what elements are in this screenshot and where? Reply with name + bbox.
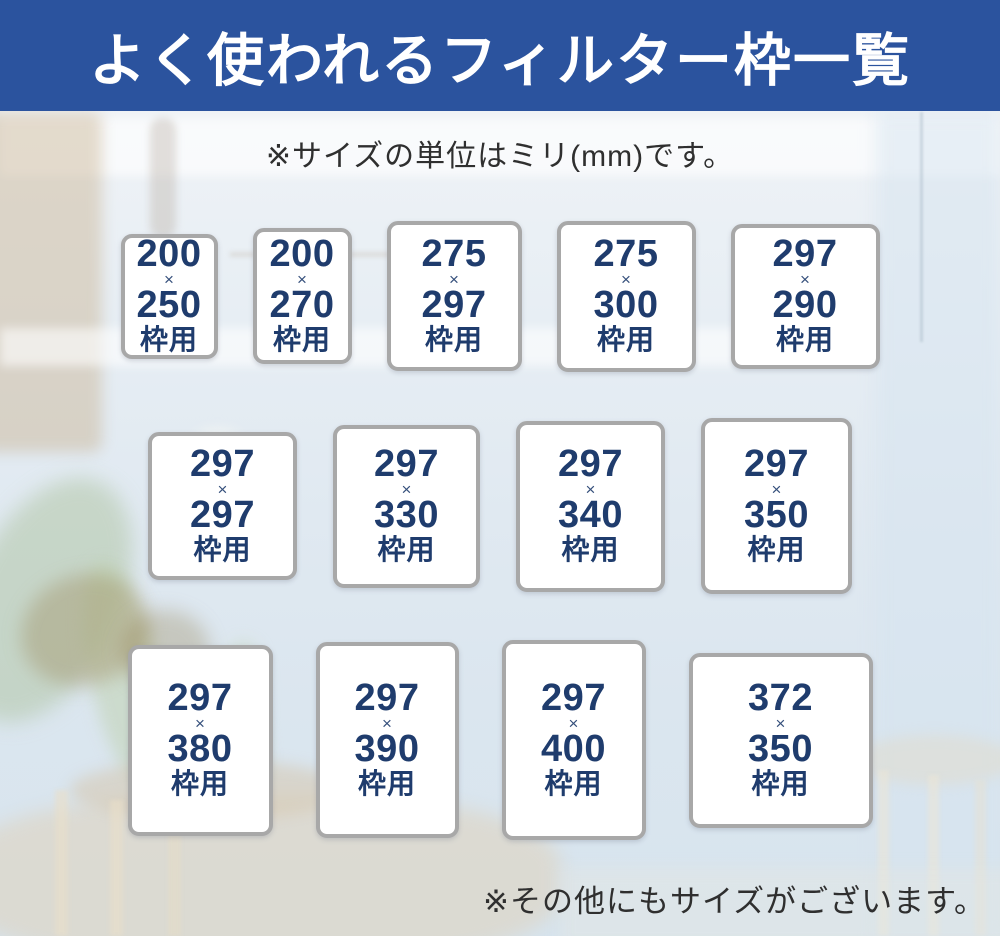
times-sign: ×	[382, 714, 392, 734]
filter-size-card-297x350: 297 × 350 枠用	[701, 418, 852, 594]
times-sign: ×	[164, 270, 174, 290]
width-value: 297	[190, 443, 255, 486]
filter-size-card-275x297: 275 × 297 枠用	[386, 221, 522, 371]
height-value: 340	[558, 494, 623, 537]
width-value: 297	[354, 677, 420, 720]
height-value: 350	[744, 494, 809, 537]
times-sign: ×	[449, 270, 459, 290]
height-value: 400	[541, 728, 606, 771]
frame-suffix: 枠用	[357, 768, 416, 800]
frame-suffix: 枠用	[596, 324, 655, 356]
filter-size-card-297x330: 297 × 330 枠用	[333, 424, 480, 588]
height-value: 350	[748, 728, 813, 771]
height-value: 297	[421, 284, 487, 327]
frame-suffix: 枠用	[139, 324, 198, 356]
height-value: 297	[190, 494, 255, 537]
frame-suffix: 枠用	[377, 534, 436, 566]
frame-suffix: 枠用	[561, 534, 620, 566]
height-value: 290	[772, 284, 838, 327]
filter-size-card-297x290: 297 × 290 枠用	[730, 223, 880, 369]
filter-size-card-200x270: 200 × 270 枠用	[252, 228, 352, 364]
width-value: 275	[421, 233, 487, 276]
width-value: 372	[748, 677, 813, 720]
times-sign: ×	[195, 714, 205, 734]
card-row-1: 200 × 250 枠用 200 × 270 枠用 275 × 297 枠用 2…	[0, 218, 1000, 374]
width-value: 200	[136, 233, 202, 276]
times-sign: ×	[568, 714, 579, 734]
frame-suffix: 枠用	[775, 324, 834, 356]
times-sign: ×	[217, 480, 228, 500]
height-value: 380	[167, 728, 233, 771]
times-sign: ×	[771, 480, 782, 500]
frame-suffix: 枠用	[170, 768, 229, 800]
times-sign: ×	[775, 714, 786, 734]
frame-suffix: 枠用	[424, 324, 483, 356]
width-value: 297	[167, 677, 233, 720]
times-sign: ×	[800, 270, 810, 290]
height-value: 330	[374, 494, 439, 537]
width-value: 275	[593, 233, 659, 276]
title-banner: よく使われるフィルター枠一覧	[0, 0, 1000, 111]
frame-suffix: 枠用	[751, 768, 810, 800]
filter-size-card-297x400: 297 × 400 枠用	[501, 640, 646, 840]
filter-size-card-297x380: 297 × 380 枠用	[127, 644, 273, 836]
width-value: 297	[772, 233, 838, 276]
width-value: 297	[541, 677, 606, 720]
frame-suffix: 枠用	[544, 768, 603, 800]
times-sign: ×	[401, 480, 412, 500]
filter-size-card-275x300: 275 × 300 枠用	[556, 220, 696, 372]
unit-note: ※サイズの単位はミリ(mm)です。	[265, 140, 735, 173]
filter-size-card-297x297: 297 × 297 枠用	[148, 432, 297, 580]
height-value: 300	[593, 284, 659, 327]
times-sign: ×	[297, 270, 307, 290]
filter-size-card-297x390: 297 × 390 枠用	[315, 642, 459, 838]
filter-size-card-297x340: 297 × 340 枠用	[516, 420, 665, 592]
width-value: 297	[374, 443, 439, 486]
times-sign: ×	[585, 480, 596, 500]
frame-suffix: 枠用	[193, 534, 252, 566]
width-value: 297	[744, 443, 809, 486]
more-sizes-note: ※その他にもサイズがございます。	[483, 884, 986, 919]
frame-suffix: 枠用	[272, 324, 331, 356]
filter-size-card-200x250: 200 × 250 枠用	[120, 233, 218, 359]
width-value: 297	[558, 443, 623, 486]
height-value: 390	[354, 728, 420, 771]
height-value: 270	[269, 284, 335, 327]
height-value: 250	[136, 284, 202, 327]
card-row-2: 297 × 297 枠用 297 × 330 枠用 297 × 340 枠用 2…	[0, 416, 1000, 596]
card-row-3: 297 × 380 枠用 297 × 390 枠用 297 × 400 枠用 3…	[0, 638, 1000, 842]
times-sign: ×	[621, 270, 631, 290]
filter-size-card-372x350: 372 × 350 枠用	[688, 652, 873, 828]
page-title: よく使われるフィルター枠一覧	[88, 28, 911, 93]
width-value: 200	[269, 233, 335, 276]
frame-suffix: 枠用	[747, 534, 806, 566]
